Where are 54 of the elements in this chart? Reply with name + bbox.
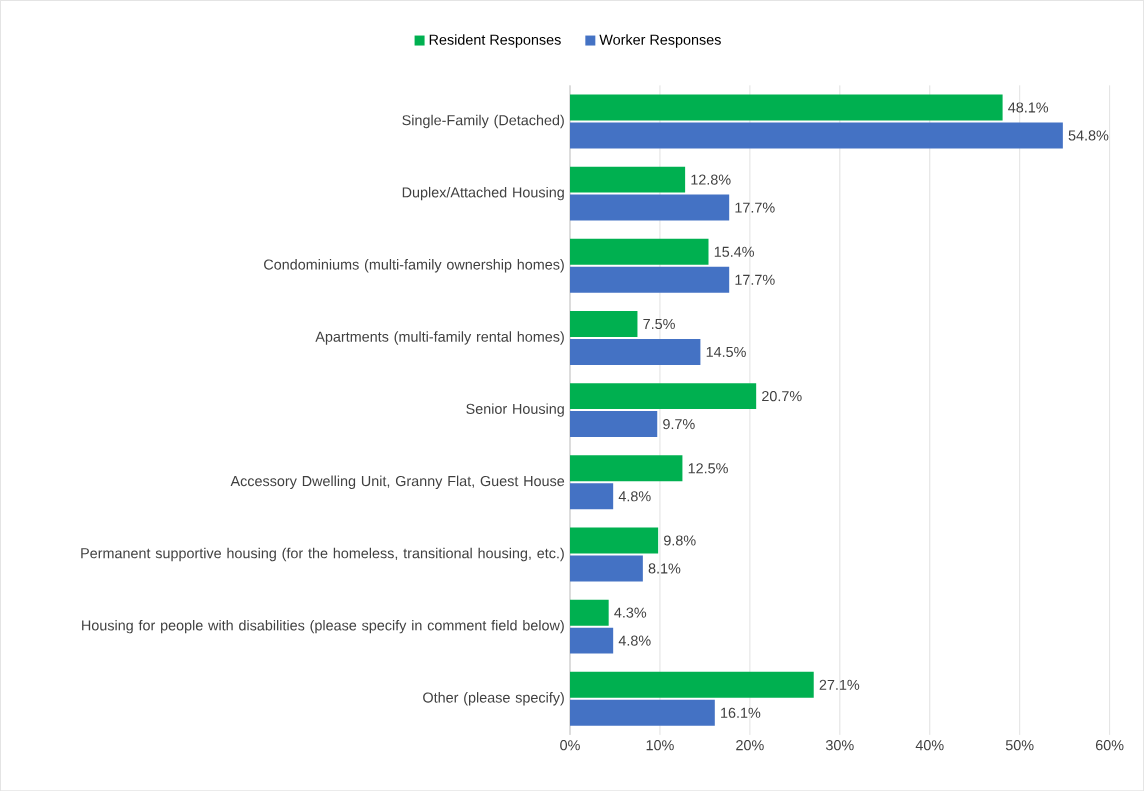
y-tick-label: Senior Housing: [466, 403, 564, 417]
bar: [570, 266, 730, 293]
x-tick-label: 30%: [825, 739, 854, 751]
bar: [570, 338, 701, 365]
data-label: 20.7%: [762, 390, 802, 402]
x-tick-label: 40%: [915, 739, 944, 751]
y-tick-label: Apartments (multi-family rental homes): [315, 331, 564, 345]
bar: [570, 527, 659, 554]
x-tick-label: 20%: [736, 739, 764, 751]
bar: [570, 194, 730, 221]
data-label: 9.8%: [664, 535, 696, 546]
y-tick-label: Housing for people with disabilities (please specify in comment field below): [82, 619, 564, 634]
x-tick-label: 60%: [1095, 739, 1124, 751]
data-label: 54.8%: [1068, 130, 1109, 141]
data-label: 17.7%: [735, 274, 775, 285]
x-tick-label: 0%: [560, 739, 580, 751]
data-label: 12.5%: [688, 463, 728, 474]
data-label: 4.8%: [618, 491, 651, 502]
bar: [570, 383, 757, 410]
data-label: 17.7%: [735, 202, 775, 213]
data-label: 12.8%: [691, 174, 731, 185]
bar: [570, 94, 1003, 121]
data-label: 7.5%: [643, 318, 675, 329]
x-tick-label: 10%: [646, 739, 674, 751]
legend-label: Resident Responses: [429, 34, 561, 48]
y-tick-label: Permanent supportive housing (for the homeless, transitional housing, etc.): [81, 547, 564, 562]
bar: [570, 455, 683, 482]
data-label: 27.1%: [819, 679, 860, 690]
y-tick-label: Duplex/Attached Housing: [402, 186, 564, 201]
y-tick-label: Single-Family (Detached): [402, 114, 564, 129]
y-tick-label: Accessory Dwelling Unit, Granny Flat, Guest House: [230, 475, 565, 489]
bar: [570, 122, 1063, 149]
bar: [570, 627, 614, 654]
data-label: 48.1%: [1008, 102, 1049, 113]
bar: [570, 310, 638, 337]
bar: [570, 599, 609, 626]
data-label: 16.1%: [721, 707, 761, 718]
bar: [570, 483, 614, 510]
bar: [570, 238, 709, 265]
data-label: 8.1%: [648, 563, 681, 574]
data-label: 4.8%: [618, 635, 651, 646]
data-label: 14.5%: [706, 346, 746, 357]
bar: [570, 555, 643, 582]
data-label: 4.3%: [614, 607, 647, 618]
x-tick-label: 50%: [1005, 739, 1034, 751]
legend-label: Worker Responses: [599, 34, 721, 48]
bar: [570, 166, 686, 193]
y-tick-label: Condominiums (multi-family ownership homes): [264, 258, 564, 273]
data-label: 9.7%: [663, 418, 695, 430]
bar: [570, 671, 814, 698]
bar: [570, 699, 715, 726]
data-label: 15.4%: [714, 246, 754, 257]
y-tick-label: Other (please specify): [423, 691, 564, 706]
bar: [570, 411, 658, 437]
